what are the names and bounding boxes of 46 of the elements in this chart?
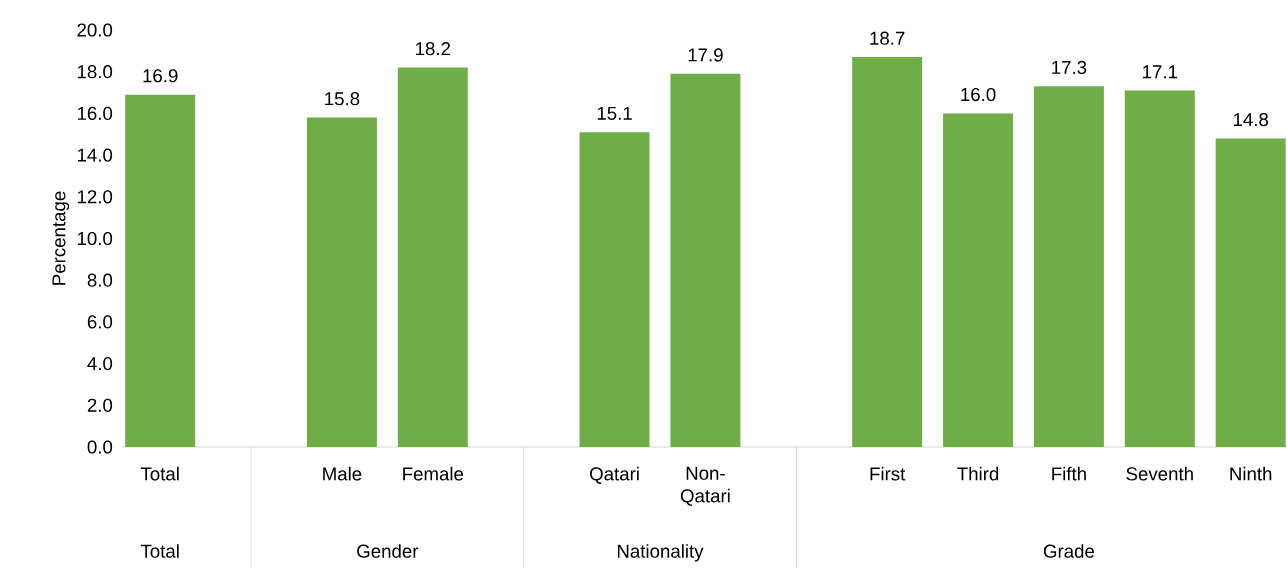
data-label: 16.9 [143, 69, 178, 83]
bar [1124, 90, 1195, 447]
y-axis-title: Percentage [52, 191, 70, 285]
data-label: 14.8 [1233, 112, 1269, 127]
y-tick-label: 4.0 [87, 356, 113, 371]
bar [306, 117, 377, 447]
y-tick-label: 12.0 [77, 190, 113, 204]
data-label: 18.2 [416, 42, 451, 56]
data-label: 16.0 [961, 87, 996, 102]
bar [670, 73, 741, 447]
y-tick-label: 2.0 [87, 398, 113, 412]
data-label: 18.7 [870, 31, 905, 45]
data-label: 15.8 [325, 92, 360, 106]
y-tick-label: 14.0 [77, 148, 113, 162]
data-label: 17.1 [1143, 65, 1178, 79]
y-tick-label: 16.0 [77, 106, 113, 121]
y-tick-label: 6.0 [87, 315, 113, 329]
bar [943, 113, 1014, 447]
x-tick-label: Total [140, 466, 179, 481]
bar [1033, 86, 1104, 447]
x-tick-label: Female [403, 466, 464, 481]
bar [397, 67, 468, 447]
bar [852, 57, 923, 447]
y-tick-label: 8.0 [87, 273, 113, 287]
x-tick-label: Third [957, 466, 999, 481]
y-tick-label: 10.0 [77, 231, 113, 246]
text: Grade [1043, 544, 1095, 558]
x-tick-label: Qatari [590, 466, 639, 484]
x-tick-label: Fifth [1052, 466, 1086, 481]
text: Total [140, 544, 179, 558]
x-tick-label: Male [323, 466, 362, 481]
x-tick-label: Ninth [1230, 466, 1272, 481]
data-label: 17.9 [688, 48, 723, 62]
x-tick-label: First [870, 466, 906, 481]
y-tick-label: 18.0 [77, 65, 113, 79]
bar [1215, 138, 1286, 447]
x-tick-label: Seventh [1126, 466, 1193, 481]
bar [579, 132, 650, 447]
text: Gender [357, 544, 419, 558]
data-label: 15.1 [597, 106, 632, 120]
bar [125, 94, 196, 447]
data-label: 17.3 [1052, 60, 1087, 75]
y-tick-label: 20.0 [77, 23, 113, 37]
text: Nationality [617, 544, 704, 562]
y-tick-label: 0.0 [87, 440, 113, 454]
x-tick-label: Non-Qatari [680, 466, 730, 506]
